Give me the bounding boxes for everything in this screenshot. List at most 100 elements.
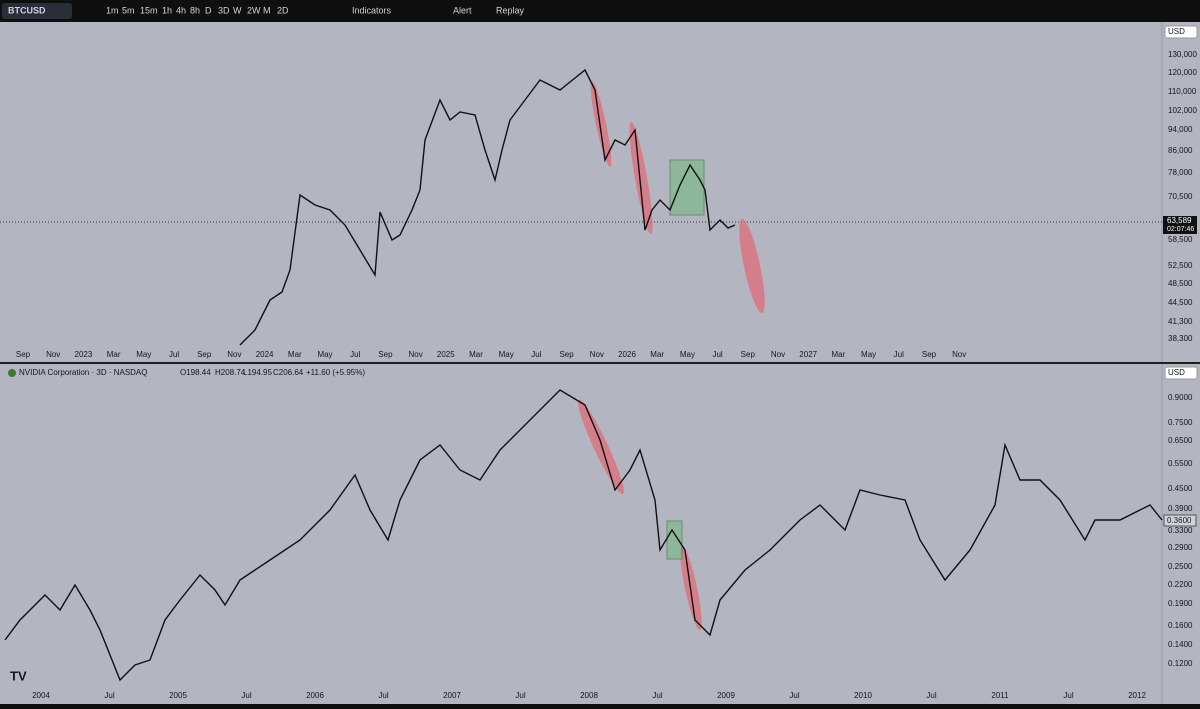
price-label: 0.2200	[1168, 580, 1193, 589]
time-label: 2008	[580, 691, 598, 700]
time-label: Jul	[350, 350, 360, 359]
interval-button[interactable]: W	[233, 5, 242, 15]
price-label: 94,000	[1168, 125, 1193, 134]
time-label: 2006	[306, 691, 324, 700]
ohlc-value: C206.64	[273, 368, 304, 377]
interval-button[interactable]: 2D	[277, 5, 289, 15]
ohlc-value: O198.44	[180, 368, 211, 377]
price-label: 0.9000	[1168, 393, 1193, 402]
interval-button[interactable]: 2W	[247, 5, 261, 15]
indicators-button[interactable]: Indicators	[352, 5, 392, 15]
time-label: Jul	[515, 691, 525, 700]
currency[interactable]: USD	[1168, 368, 1185, 377]
price-label: 0.1200	[1168, 659, 1193, 668]
red-ellipse	[629, 121, 653, 235]
replay-button[interactable]: Replay	[496, 5, 525, 15]
time-label: Sep	[559, 350, 574, 359]
time-label: Jul	[531, 350, 541, 359]
bottom-pane	[0, 364, 1200, 704]
pane-divider	[0, 362, 1200, 364]
symbol-icon	[8, 369, 16, 377]
price-label: 48,500	[1168, 279, 1193, 288]
logo: TV	[10, 668, 27, 683]
price-label: 70,500	[1168, 192, 1193, 201]
time-label: Nov	[952, 350, 966, 359]
price-label: 0.2900	[1168, 543, 1193, 552]
countdown: 02:07:46	[1167, 226, 1194, 233]
price-label: 78,000	[1168, 168, 1193, 177]
price-label: 110,000	[1168, 87, 1197, 96]
last-price: 63,589	[1167, 216, 1192, 225]
time-label: Jul	[894, 350, 904, 359]
time-label: 2012	[1128, 691, 1146, 700]
btc-price-line	[239, 68, 736, 346]
price-label: 52,500	[1168, 261, 1193, 270]
time-label: 2007	[443, 691, 461, 700]
currency[interactable]: USD	[1168, 27, 1185, 36]
time-label: May	[861, 350, 876, 359]
price-label: 0.1400	[1168, 640, 1193, 649]
interval-button[interactable]: 8h	[190, 5, 200, 15]
interval-button[interactable]: 3D	[218, 5, 230, 15]
time-label: Sep	[741, 350, 756, 359]
green-box	[669, 159, 705, 216]
price-label: 0.7500	[1168, 418, 1193, 427]
ohlc-value: L194.95	[243, 368, 272, 377]
time-label: 2024	[256, 350, 274, 359]
time-label: May	[499, 350, 514, 359]
currency-box[interactable]	[1164, 25, 1198, 39]
time-label: Nov	[408, 350, 422, 359]
time-label: Mar	[107, 350, 121, 359]
price-label: 120,000	[1168, 68, 1197, 77]
time-label: 2027	[799, 350, 817, 359]
price-label: 41,300	[1168, 317, 1193, 326]
time-label: Sep	[378, 350, 393, 359]
last-price-box	[1163, 216, 1197, 234]
interval-button[interactable]: 4h	[176, 5, 186, 15]
time-label: 2026	[618, 350, 636, 359]
alert-button[interactable]: Alert	[453, 5, 472, 15]
time-label: Jul	[1063, 691, 1073, 700]
price-label: 0.1900	[1168, 599, 1193, 608]
interval-button[interactable]: 1h	[162, 5, 172, 15]
nvda-price-line	[4, 389, 1163, 682]
time-label: 2025	[437, 350, 455, 359]
price-label: 58,500	[1168, 235, 1193, 244]
green-box	[666, 520, 683, 560]
time-label: Jul	[926, 691, 936, 700]
time-label: May	[136, 350, 151, 359]
interval-button[interactable]: D	[205, 5, 212, 15]
time-label: 2023	[75, 350, 93, 359]
interval-button[interactable]: M	[263, 5, 271, 15]
price-label: 44,500	[1168, 298, 1193, 307]
interval-button[interactable]: 1m	[106, 5, 119, 15]
price-label: 0.3900	[1168, 504, 1193, 513]
time-label: 2005	[169, 691, 187, 700]
time-label: Jul	[378, 691, 388, 700]
time-label: Nov	[227, 350, 241, 359]
interval-button[interactable]: 5m	[122, 5, 135, 15]
currency-box[interactable]	[1164, 366, 1198, 380]
interval-button[interactable]: 15m	[140, 5, 158, 15]
time-label: Sep	[16, 350, 31, 359]
ohlc-value: H208.74	[215, 368, 246, 377]
symbol[interactable]: BTCUSD	[8, 5, 46, 15]
price-label: 102,000	[1168, 106, 1197, 115]
time-label: Jul	[712, 350, 722, 359]
price-label: 0.2500	[1168, 562, 1193, 571]
price-label: 130,000	[1168, 50, 1197, 59]
last-price: 0.3600	[1167, 516, 1192, 525]
price-label: 0.1600	[1168, 621, 1193, 630]
price-label: 38,300	[1168, 334, 1193, 343]
ohlc-value: +11.60 (+5.95%)	[306, 368, 365, 377]
time-label: Mar	[469, 350, 483, 359]
red-ellipse	[739, 219, 765, 313]
price-label: 0.5500	[1168, 459, 1193, 468]
price-label: 86,000	[1168, 146, 1193, 155]
top-pane	[0, 22, 1200, 362]
pane-title: NVIDIA Corporation · 3D · NASDAQ	[19, 368, 147, 377]
symbol-box[interactable]	[2, 3, 72, 19]
time-label: 2009	[717, 691, 735, 700]
